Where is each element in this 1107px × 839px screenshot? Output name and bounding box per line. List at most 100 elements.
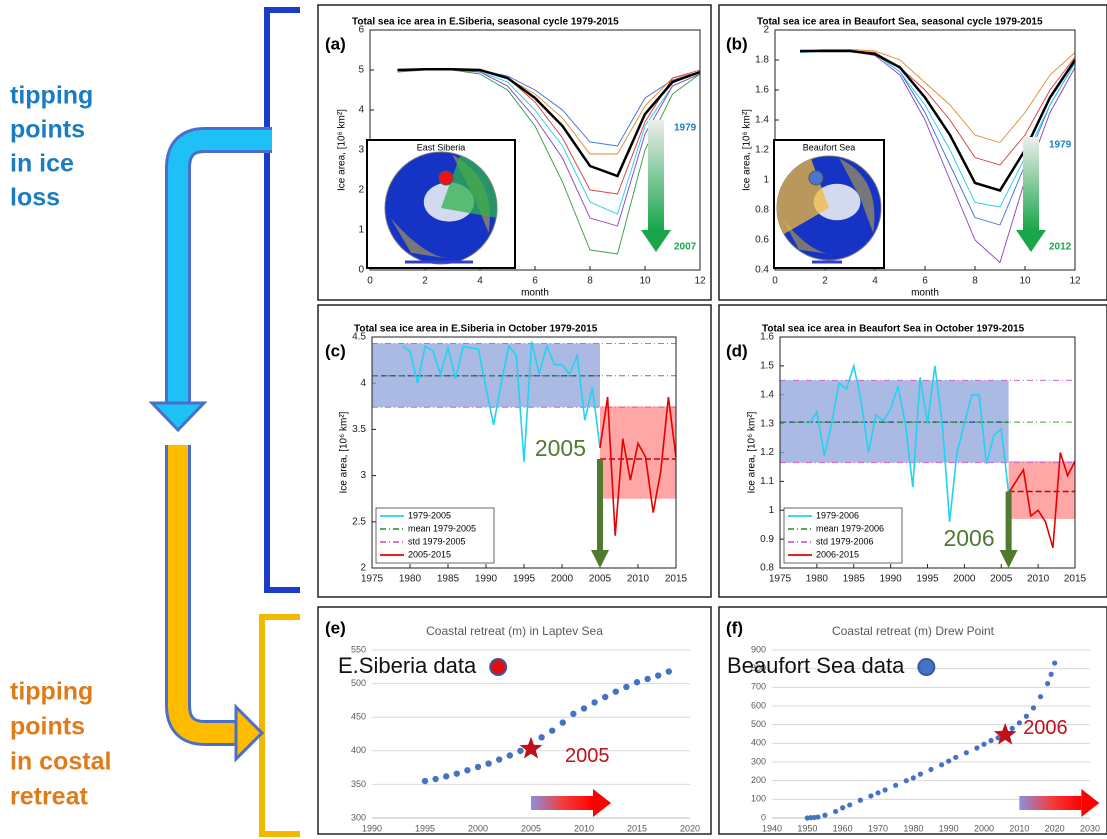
y-tick-label: 3 (358, 145, 364, 156)
point (1031, 705, 1036, 710)
x-tick-label: 2020 (680, 823, 700, 833)
point (953, 755, 958, 760)
panel: 22.533.544.51975198019851990199520002005… (318, 305, 711, 597)
chart-title: Total sea ice area in E.Siberia, seasona… (352, 17, 619, 28)
x-tick-label: 8 (972, 276, 978, 287)
x-tick-label: 1990 (880, 574, 903, 585)
arrow-head (236, 707, 262, 759)
point (623, 684, 629, 690)
y-tick-label: 5 (358, 65, 364, 76)
y-tick-label: 0.8 (755, 205, 769, 216)
point (613, 688, 619, 694)
x-tick-label: 1985 (437, 574, 460, 585)
y-tick-label: 350 (351, 779, 366, 789)
y-tick-label: 0 (761, 812, 766, 822)
side-label: loss (10, 184, 60, 212)
arrow-ice (178, 140, 272, 405)
y-tick-label: 1.2 (755, 145, 769, 156)
point (517, 748, 523, 754)
x-tick-label: 2005 (990, 574, 1013, 585)
point (911, 775, 916, 780)
side-label: in costal (10, 748, 111, 776)
point (939, 762, 944, 767)
point (538, 734, 544, 740)
annotation: Beaufort Sea data (727, 653, 905, 678)
star-label: 2006 (1023, 717, 1067, 739)
point (666, 668, 672, 674)
y-tick-label: 500 (751, 719, 766, 729)
point (815, 814, 820, 819)
y-tick-label: 300 (351, 812, 366, 822)
x-tick-label: 12 (694, 276, 706, 287)
point (833, 809, 838, 814)
panel-label: (e) (325, 618, 346, 637)
point (858, 798, 863, 803)
point (946, 758, 951, 763)
annotation: 2005 (535, 435, 586, 461)
y-tick-label: 200 (751, 775, 766, 785)
arrow-coast (178, 445, 238, 733)
x-axis-label: month (911, 288, 939, 299)
gradient-label: 2007 (674, 242, 697, 253)
panel: 0.40.60.811.21.41.61.82024681012Total se… (719, 5, 1107, 300)
side-label: tipping (10, 82, 93, 110)
panel-label: (a) (325, 34, 346, 53)
x-tick-label: 4 (872, 276, 878, 287)
x-tick-label: 1990 (362, 823, 382, 833)
side-label: in ice (10, 150, 74, 178)
x-tick-label: 2015 (627, 823, 647, 833)
y-tick-label: 3 (360, 470, 366, 481)
point (964, 750, 969, 755)
x-tick-label: 12 (1069, 276, 1081, 287)
panel-label: (f) (726, 618, 743, 637)
y-tick-label: 0.8 (760, 563, 774, 574)
x-axis-label: month (521, 288, 549, 299)
y-tick-label: 400 (751, 738, 766, 748)
map-marker (439, 171, 453, 185)
y-tick-label: 500 (351, 678, 366, 688)
y-tick-label: 2 (358, 185, 364, 196)
point (974, 745, 979, 750)
y-tick-label: 0 (358, 265, 364, 276)
x-tick-label: 1990 (475, 574, 498, 585)
x-tick-label: 0 (772, 276, 778, 287)
point (840, 805, 845, 810)
panel-label: (c) (325, 341, 346, 360)
y-tick-label: 300 (751, 756, 766, 766)
x-tick-label: 8 (587, 276, 593, 287)
point (904, 778, 909, 783)
y-tick-label: 0.6 (755, 235, 769, 246)
x-tick-label: 6 (922, 276, 928, 287)
x-tick-label: 2000 (468, 823, 488, 833)
point (475, 764, 481, 770)
y-axis-label: Ice area, [10⁶ km²] (747, 411, 758, 493)
chart-title: Total sea ice area in E.Siberia in Octob… (354, 324, 598, 335)
y-axis-label: Ice area, [10⁶ km²] (339, 411, 350, 493)
x-tick-label: 2020 (1045, 823, 1065, 833)
figure: tipping points in ice loss tipping point… (0, 0, 1107, 839)
y-tick-label: 1 (768, 505, 774, 516)
chart-title: Total sea ice area in Beaufort Sea in Oc… (762, 324, 1025, 335)
point (570, 711, 576, 717)
point (602, 694, 608, 700)
panel: 3003504004505005501990199520002005201020… (318, 607, 711, 834)
x-tick-label: 2000 (974, 823, 994, 833)
point (822, 813, 827, 818)
y-tick-label: 1.1 (760, 476, 774, 487)
y-tick-label: 1.4 (760, 389, 774, 400)
marker-icon (490, 659, 506, 675)
legend-label: 1979-2006 (816, 510, 859, 520)
x-tick-label: 2010 (1009, 823, 1029, 833)
x-tick-label: 2005 (521, 823, 541, 833)
point (496, 756, 502, 762)
point (882, 787, 887, 792)
arrow-head (152, 403, 204, 430)
inset-title: East Siberia (417, 142, 466, 152)
point (422, 778, 428, 784)
x-tick-label: 1975 (769, 574, 792, 585)
point (432, 776, 438, 782)
y-tick-label: 400 (351, 745, 366, 755)
y-tick-label: 1.6 (755, 85, 769, 96)
annotation: 2006 (943, 525, 994, 551)
